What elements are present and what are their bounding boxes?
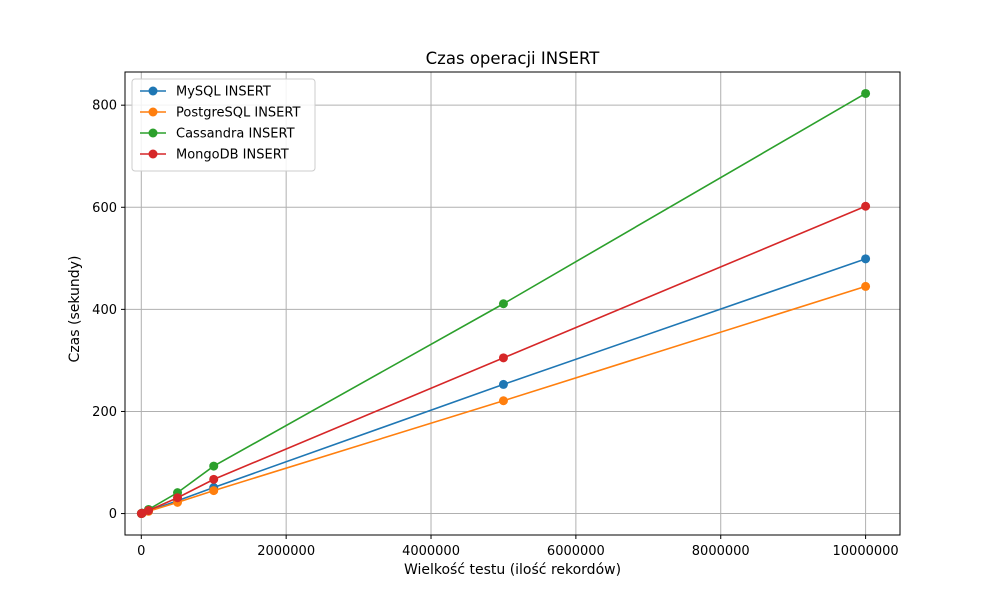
data-point — [498, 299, 508, 309]
y-axis-label: Czas (sekundy) — [67, 256, 83, 363]
x-tick-label: 4000000 — [402, 544, 460, 559]
data-point — [498, 379, 508, 389]
data-point — [209, 486, 219, 496]
legend-entry-label: MongoDB INSERT — [176, 148, 289, 163]
legend-swatch-marker — [148, 149, 158, 159]
x-tick-label: 10000000 — [833, 544, 899, 559]
data-point — [498, 353, 508, 363]
data-point — [498, 396, 508, 406]
legend-swatch-marker — [148, 107, 158, 117]
x-tick-label: 6000000 — [547, 544, 605, 559]
y-tick-label: 200 — [92, 405, 117, 420]
y-tick-label: 600 — [92, 201, 117, 216]
legend-entry-label: MySQL INSERT — [176, 85, 271, 100]
data-point — [209, 474, 219, 484]
data-point — [173, 493, 183, 503]
data-point — [209, 461, 219, 471]
y-tick-label: 800 — [92, 99, 117, 114]
chart-title: Czas operacji INSERT — [426, 49, 601, 68]
y-tick-label: 0 — [109, 507, 117, 522]
plot-area: 0 2000000 4000000 6000000 8000000 10000000 0 20… — [92, 71, 901, 559]
data-point — [861, 88, 871, 98]
data-point — [861, 254, 871, 264]
x-axis-label: Wielkość testu (ilość rekordów) — [404, 562, 621, 578]
x-tick-label: 2000000 — [257, 544, 315, 559]
x-tick-label: 0 — [137, 544, 145, 559]
x-tick-label: 8000000 — [692, 544, 750, 559]
plot-frame — [124, 71, 901, 536]
legend-swatch-marker — [148, 86, 158, 96]
legend-entry-label: Cassandra INSERT — [176, 127, 295, 142]
data-point — [144, 505, 154, 515]
legend-swatch-marker — [148, 128, 158, 138]
data-point — [861, 201, 871, 211]
legend-entry-label: PostgreSQL INSERT — [176, 106, 300, 121]
legend-box — [131, 78, 316, 172]
data-point — [861, 281, 871, 291]
y-tick-label: 400 — [92, 303, 117, 318]
